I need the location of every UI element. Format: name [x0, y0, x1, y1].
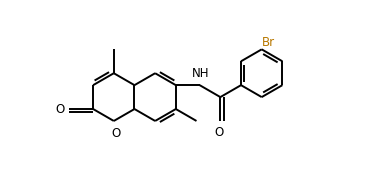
- Text: O: O: [215, 126, 224, 139]
- Text: O: O: [111, 127, 120, 140]
- Text: Br: Br: [262, 36, 275, 49]
- Text: O: O: [55, 102, 65, 115]
- Text: NH: NH: [192, 67, 209, 80]
